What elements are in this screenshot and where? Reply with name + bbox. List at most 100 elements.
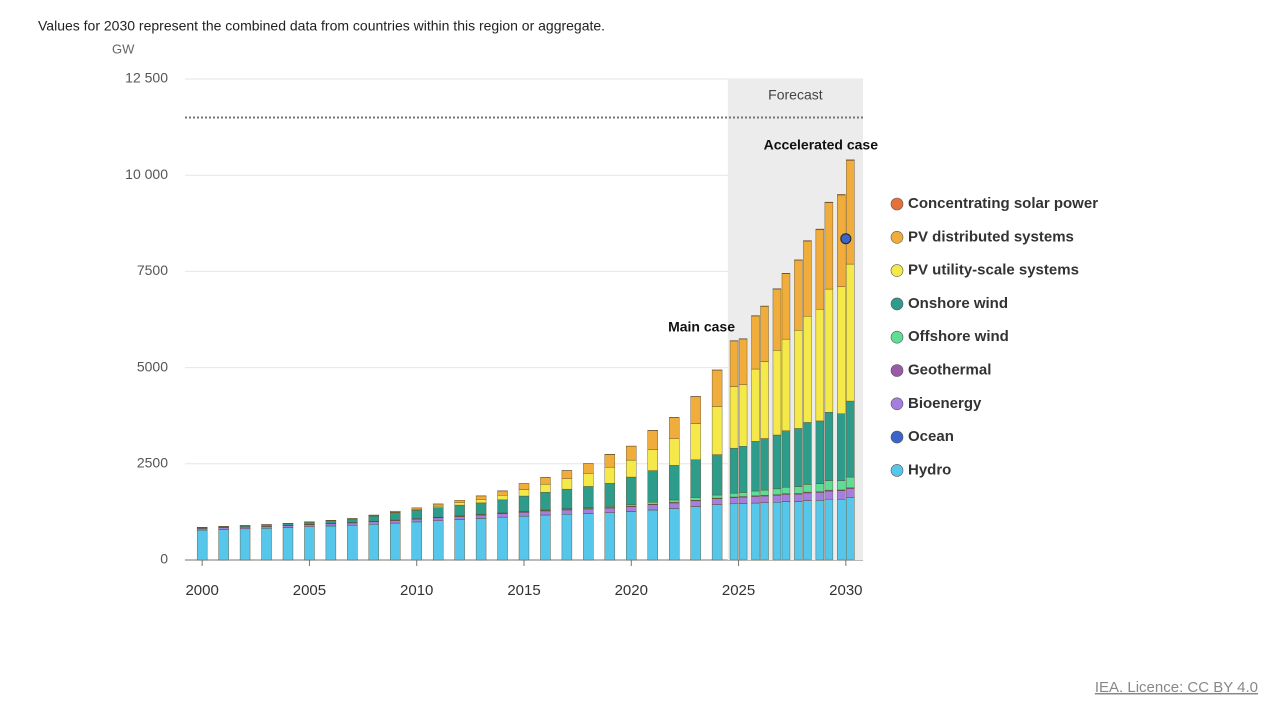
bar-segment [781,338,791,431]
bar-segment [760,495,769,503]
bar-segment [497,490,508,496]
bar-segment [729,503,739,561]
bar-segment [497,517,508,561]
bar-segment [760,502,769,561]
bar-segment [647,509,658,561]
bar-segment [846,497,855,561]
bar-segment [668,499,680,503]
bar-segment [325,520,337,524]
bar-segment [497,495,508,501]
bar-segment [475,495,487,500]
bar-segment [738,496,748,504]
y-tick-label: 10 000 [125,166,168,182]
bar-segment [282,523,294,526]
bar-segment [781,501,791,561]
bar-segment [815,483,825,492]
bar-segment [432,507,444,518]
bar-segment [647,504,658,511]
bar-segment [815,492,825,501]
bar-segment [781,273,791,340]
bar-segment [711,369,723,407]
bar-segment [729,386,739,449]
source: IEA. Licence: CC BY 4.0 [1095,679,1258,696]
bar-segment [668,417,680,440]
bar-segment [304,524,315,527]
bar-segment [604,466,616,484]
bar-segment [368,521,380,525]
bar-segment [347,522,358,526]
x-tick-label: 2030 [829,582,862,599]
bar-segment [561,470,573,479]
bar-segment [837,413,846,481]
bar-segment [218,527,229,530]
bar-segment [390,520,401,524]
bar-segment [261,524,272,527]
bar-segment [626,446,637,461]
bar-segment [794,501,803,561]
bar-segment [668,508,680,561]
bar-segment [583,486,594,508]
bar-segment [815,309,825,422]
bar-segment [475,514,487,519]
bar-segment [518,495,530,512]
bar-segment [824,201,834,203]
bar-segment [729,340,739,387]
bar-segment [837,490,846,500]
bar-segment [824,480,834,491]
bar-segment [846,160,855,265]
legend-swatch [890,464,904,477]
bar-segment [411,521,422,561]
legend-swatch [890,397,904,411]
bar-segment [497,499,508,514]
bar-segment [794,486,803,494]
bars [196,159,855,561]
x-tick-label: 2000 [185,582,218,599]
bar-segment [239,526,251,530]
bar-segment [751,502,760,561]
bar-segment [282,527,294,561]
bar-segment [647,501,658,505]
legend-label: Ocean [908,428,954,445]
bar-segment [282,525,294,528]
bar-segment [454,500,465,503]
bar-segment [475,518,487,561]
bar-segment [815,420,825,484]
bar-segment [411,510,422,519]
bar-segment [540,492,551,511]
bar-segment [368,515,380,522]
bar-segment [738,446,748,493]
bar-segment [690,459,701,498]
legend-label: Geothermal [908,361,991,378]
bar-segment [604,512,616,561]
bar-segment [690,506,701,561]
bar-segment [751,490,760,497]
bar-segment [368,524,380,561]
bar-segment [738,384,748,447]
bar-segment [690,497,701,501]
bar-segment [390,512,401,521]
bar-segment [454,504,465,517]
bar-segment [604,454,616,468]
bar-segment [583,508,594,514]
bar-segment [781,487,791,494]
bar-segment [196,529,208,561]
bar-segment [196,528,208,531]
bar-segment [803,240,812,317]
bar-segment [583,473,594,487]
bar-segment [518,483,530,490]
bar-segment [781,430,791,488]
bar-segment [347,524,358,561]
bar-segment [729,497,739,504]
legend-swatch [890,430,904,444]
bar-segment [738,338,748,385]
bar-segment [690,423,701,460]
x-tick-label: 2010 [400,582,433,599]
subtitle: Values for 2030 represent the combined d… [38,18,605,34]
bar-segment [432,517,444,521]
legend-swatch [890,330,904,344]
marker-dot [840,233,852,245]
y-unit: GW [112,41,135,56]
bar-segment [325,525,337,561]
bar-segment [815,229,825,310]
